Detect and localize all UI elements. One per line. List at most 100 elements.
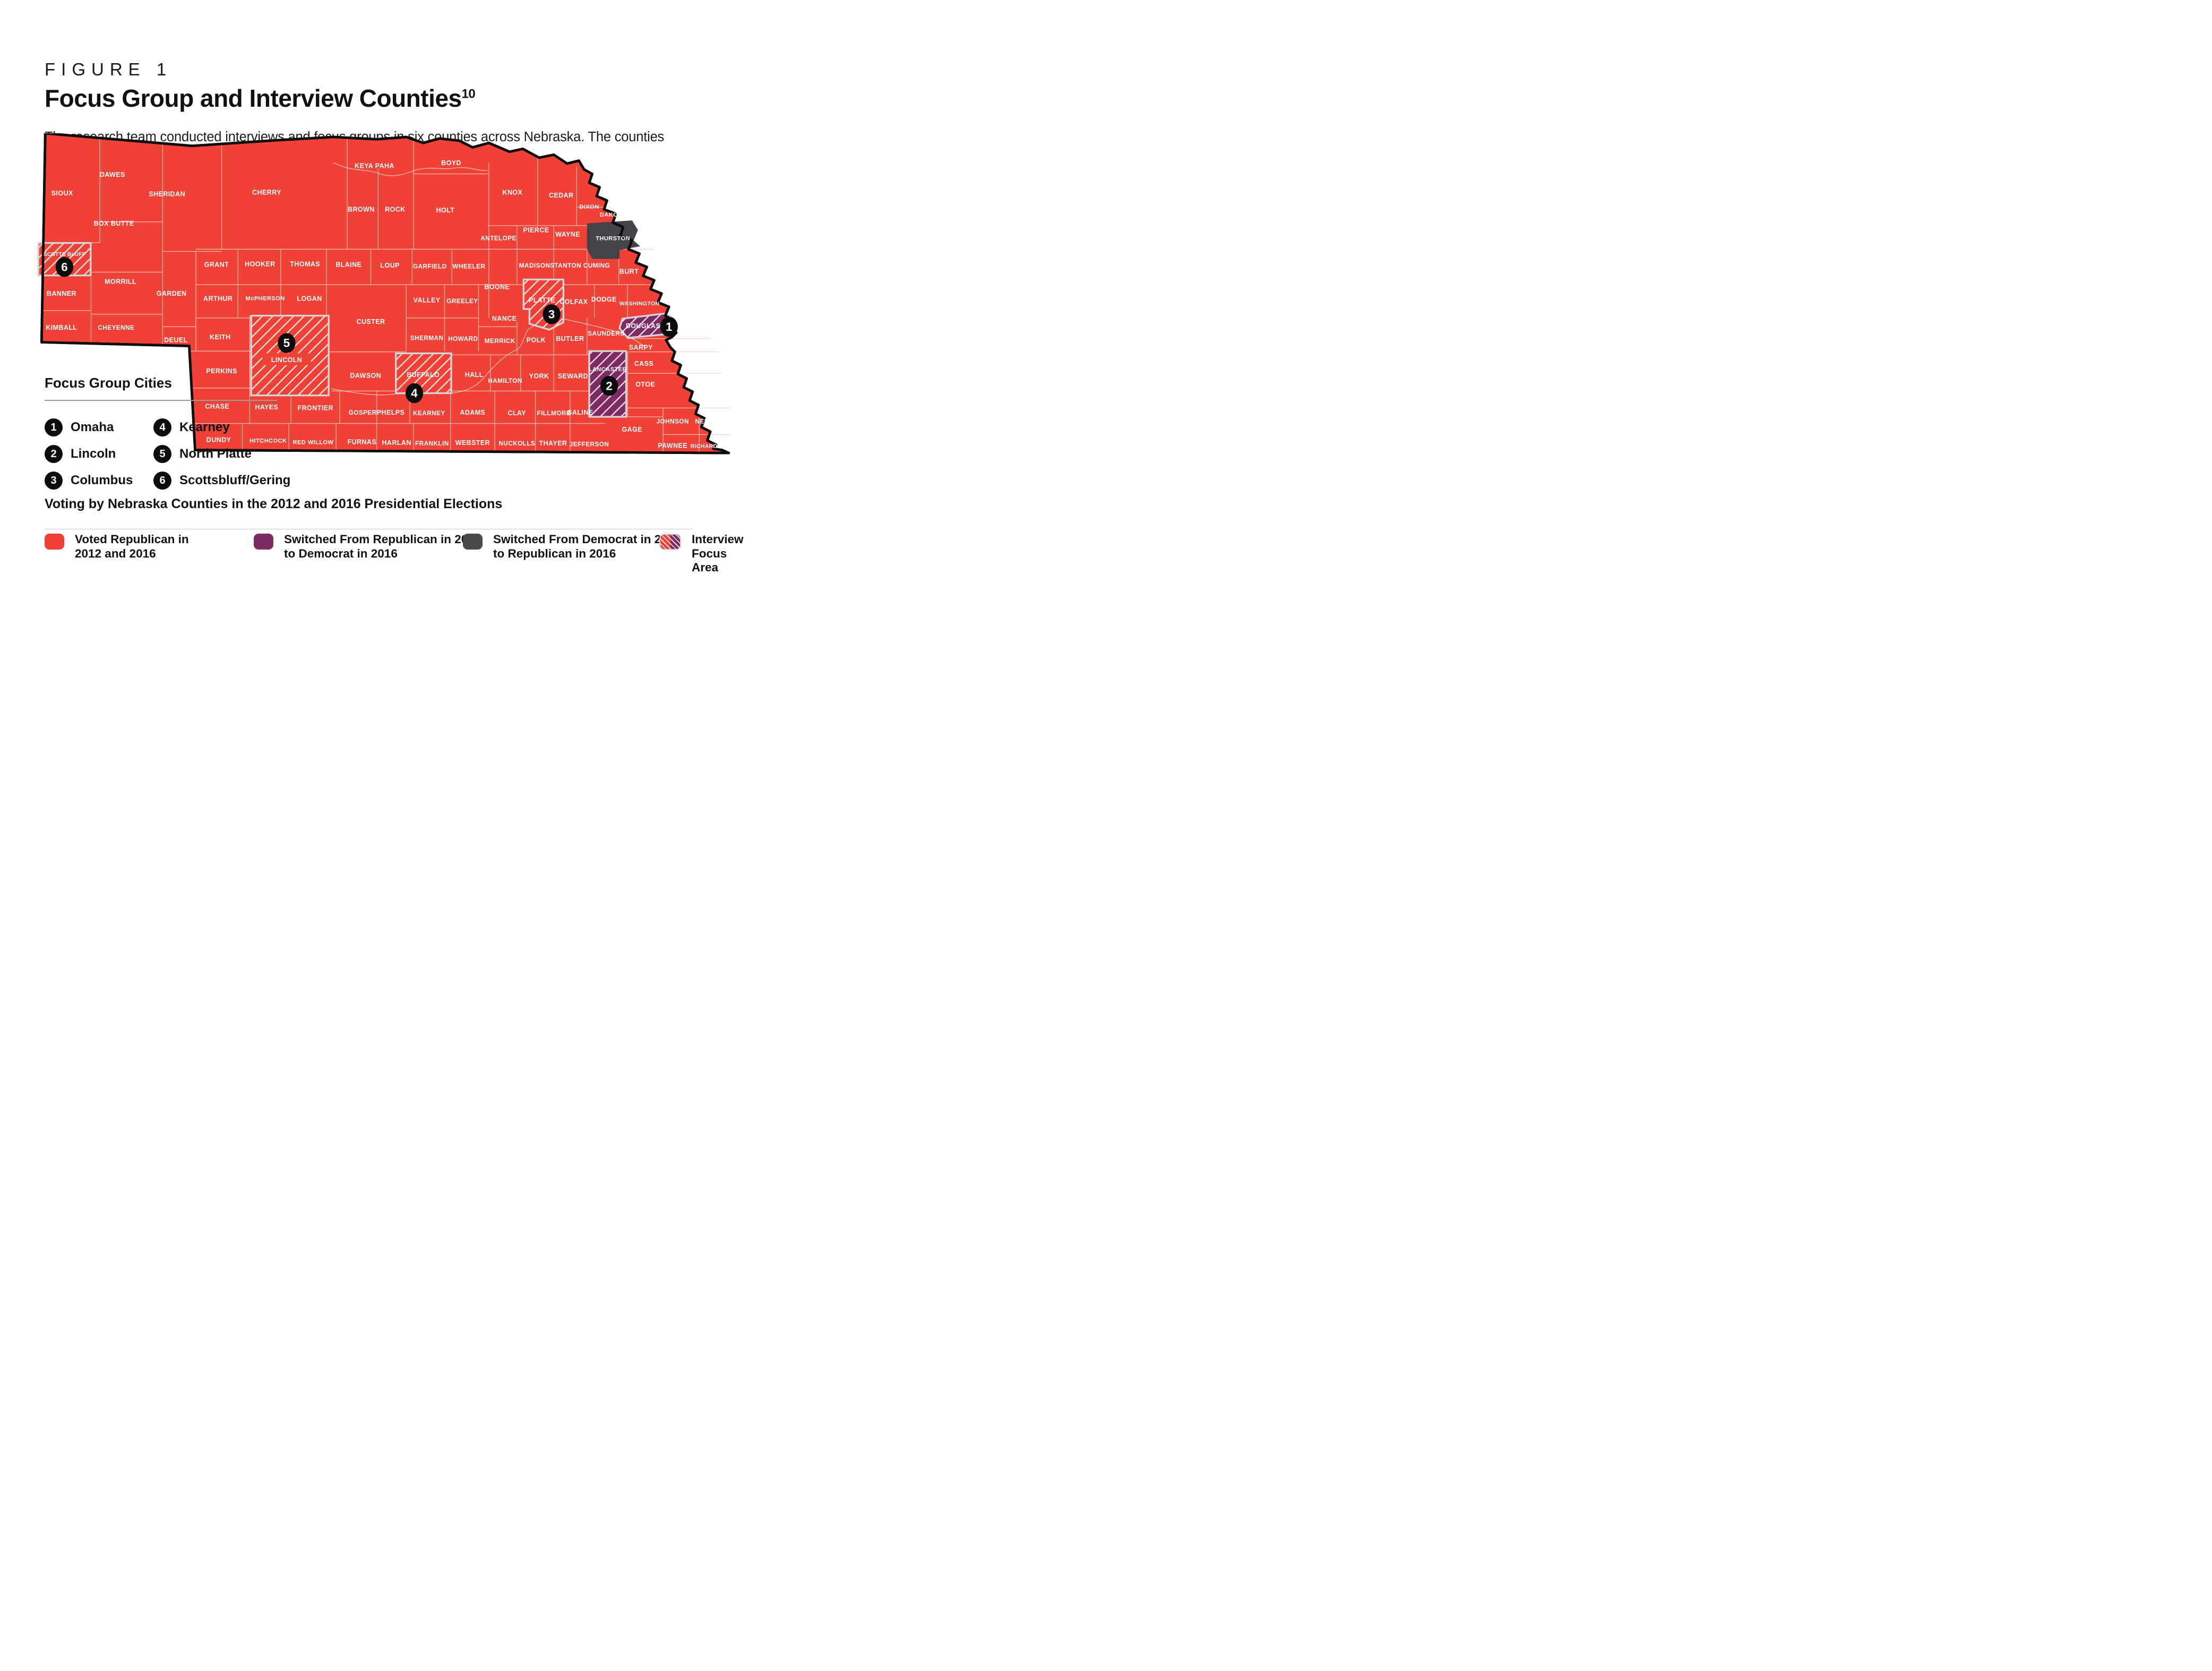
city-label: Kearney (179, 420, 230, 434)
county-label-burt: BURT (619, 268, 639, 275)
county-labels: SIOUX DAWES BOX BUTTE SHERIDAN CHERRY KEYA PA… (44, 159, 730, 450)
county-label-lincoln: LINCOLN (271, 356, 302, 364)
county-label-merrick: MERRICK (485, 337, 515, 345)
county-label-nance: NANCE (492, 315, 517, 322)
county-label-arthur: ARTHUR (203, 295, 233, 303)
county-label-antelope: ANTELOPE (480, 235, 517, 242)
county-label-hall: HALL (465, 371, 484, 379)
county-shape-lancaster (588, 350, 627, 418)
county-label-gosper: GOSPER (349, 409, 377, 416)
state-border (40, 133, 730, 455)
county-label-scotts-bluff: SCOTTS BLUFF (44, 252, 85, 258)
city-label: Omaha (71, 420, 114, 434)
county-label-cass: CASS (634, 360, 653, 367)
svg-text:3: 3 (548, 307, 555, 321)
county-label-knox: KNOX (503, 188, 523, 196)
map-marker-6: 6 (55, 256, 74, 277)
svg-text:4: 4 (411, 387, 418, 400)
nebraska-map-svg: SIOUX DAWES BOX BUTTE SHERIDAN CHERRY KEYA PA… (37, 133, 731, 455)
county-label-holt: HOLT (436, 207, 455, 214)
focus-group-cities-panel: Focus Group Cities 1 Omaha 2 Lincoln 3 Columb… (45, 375, 290, 492)
svg-text:5: 5 (283, 337, 290, 350)
focus-city-item-north-platte: 5 North Platte (153, 442, 290, 466)
county-label-brown: BROWN (348, 205, 375, 213)
county-shape-platte (522, 278, 565, 331)
county-label-garfield: GARFIELD (413, 263, 447, 270)
focus-city-item-scottsbluff-gering: 6 Scottsbluff/Gering (153, 469, 290, 492)
county-label-colfax: COLFAX (560, 298, 588, 305)
county-label-seward: SEWARD (558, 373, 588, 380)
county-label-morrill: MORRILL (105, 278, 136, 286)
divider (45, 400, 277, 401)
focus-cities-title: Focus Group Cities (45, 375, 172, 391)
nebraska-county-map: SIOUX DAWES BOX BUTTE SHERIDAN CHERRY KEYA PA… (37, 133, 731, 455)
county-label-madison: MADISON (519, 262, 550, 269)
legend-item-1: Switched From Republican in 2012 to Demo… (254, 533, 481, 561)
county-label-wayne: WAYNE (555, 231, 580, 238)
legend-item-2: Switched From Democrat in 2012 to Republ… (463, 533, 681, 561)
map-marker-1: 1 (660, 316, 678, 337)
map-marker-3: 3 (543, 304, 561, 324)
county-label-stanton: STANTON (550, 262, 581, 269)
county-label-dawson: DAWSON (350, 372, 381, 379)
county-label-nemaha: NEMAHA (695, 418, 724, 425)
county-label-perkins: PERKINS (206, 367, 237, 375)
county-label-dawes: DAWES (100, 171, 125, 178)
focus-city-item-kearney: 4 Kearney (153, 416, 290, 439)
county-label-fillmore: FILLMORE (537, 409, 571, 417)
map-marker-2: 2 (600, 375, 618, 396)
county-label-loup: LOUP (380, 262, 399, 269)
county-label-adams: ADAMS (460, 409, 485, 416)
county-label-dixon: DIXON (579, 204, 599, 210)
county-label-york: YORK (529, 373, 549, 380)
voting-legend-title: Voting by Nebraska Counties in the 2012 … (45, 496, 503, 511)
county-label-webster: WEBSTER (455, 439, 490, 447)
county-label-wheeler: WHEELER (452, 263, 485, 270)
legend-item-0: Voted Republican in 2012 and 2016 (45, 533, 189, 561)
county-label-custer: CUSTER (357, 318, 385, 325)
county-label-logan: LOGAN (297, 295, 322, 303)
county-label-douglas: DOUGLAS (626, 322, 660, 330)
county-label-polk: POLK (527, 337, 546, 344)
focus-cities-list: 1 Omaha 2 Lincoln 3 Columbus 4 Kearney 5 North Pl… (45, 416, 290, 492)
county-label-saunders: SAUNDERS (588, 330, 625, 337)
county-label-cherry: CHERRY (252, 188, 281, 196)
county-label-nuckolls: NUCKOLLS (498, 440, 535, 447)
county-label-pierce: PIERCE (523, 226, 549, 234)
footnote-marker: 10 (461, 87, 476, 101)
focus-city-item-omaha: 1 Omaha (45, 416, 153, 439)
county-label-kimball: KIMBALL (46, 324, 77, 331)
city-number-badge: 4 (153, 418, 171, 436)
county-label-banner: BANNER (47, 290, 76, 297)
figure-page: { "header": { "figure_label": "FIGURE 1"… (0, 0, 744, 574)
county-label-chase: CHASE (205, 403, 229, 410)
county-label-red-willow: RED WILLOW (293, 439, 334, 445)
county-label-rock: ROCK (385, 205, 405, 213)
county-label-pawnee: PAWNEE (658, 442, 687, 449)
focus-city-item-columbus: 3 Columbus (45, 469, 153, 492)
county-label-blaine: BLAINE (335, 261, 362, 269)
county-label-thayer: THAYER (539, 440, 567, 447)
legend-label: Switched From Republican in 2012 to Demo… (284, 533, 481, 560)
county-label-thomas: THOMAS (290, 260, 320, 268)
county-label-garden: GARDEN (157, 290, 187, 297)
county-label-jefferson: JEFFERSON (570, 441, 609, 448)
county-label-dakota: DAKOTA (600, 212, 626, 218)
county-label-lancaster: LANCASTER (589, 366, 627, 373)
label-chip (262, 353, 311, 365)
county-borders (38, 134, 731, 453)
niobrara-river (333, 162, 488, 176)
city-number-badge: 6 (153, 472, 171, 490)
county-label-washington: WASHINGTON (619, 301, 660, 307)
city-number-badge: 2 (45, 445, 63, 463)
legend-swatch (254, 534, 273, 550)
legend-swatch (45, 534, 64, 550)
county-label-cuming: CUMING (583, 262, 610, 269)
county-label-hamilton: HAMILTON (488, 377, 522, 384)
legend-item-3: Interview Focus Area (659, 533, 744, 575)
county-label-johnson: JOHNSON (657, 418, 689, 425)
legend-label: Switched From Democrat in 2012 to Republ… (493, 533, 681, 560)
city-label: Scottsbluff/Gering (179, 473, 291, 487)
county-label-saline: SALINE (567, 409, 593, 416)
county-label-cheyenne: CHEYENNE (98, 324, 134, 331)
